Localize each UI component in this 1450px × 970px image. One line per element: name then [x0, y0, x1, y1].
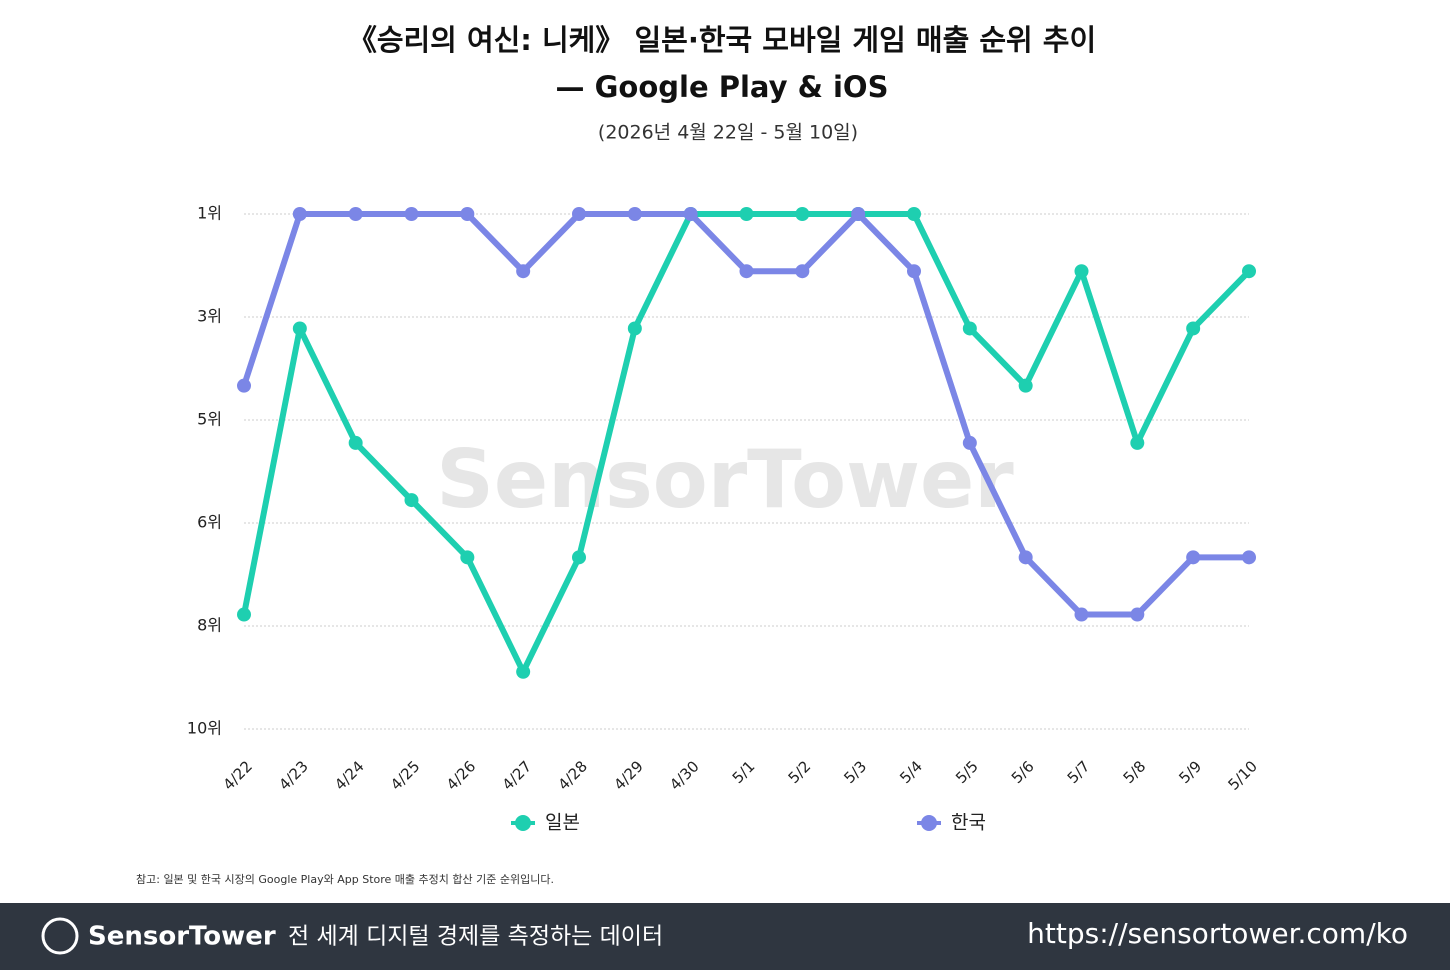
point [907, 207, 921, 221]
x-tick-label: 5/9 [1175, 757, 1205, 787]
point [1018, 378, 1033, 393]
chart-title: — Google Play & iOS [556, 70, 889, 104]
legend-label: 일본 [545, 812, 580, 834]
x-tick-label: 5/5 [952, 757, 982, 787]
point [962, 435, 977, 450]
point [627, 207, 642, 221]
point [683, 207, 698, 221]
y-tick-label: 6위 [197, 513, 222, 532]
point [348, 435, 363, 450]
point [795, 207, 810, 221]
point [572, 550, 586, 565]
x-tick-label: 4/26 [443, 757, 480, 794]
x-tick-label: 4/29 [610, 757, 647, 794]
point [795, 264, 810, 279]
footer-logo [41, 917, 79, 955]
point [516, 264, 531, 279]
note: 참고: 일본 및 한국 시장의 Google Play와 App Store 매… [136, 872, 554, 886]
y-tick-label: 3위 [197, 307, 222, 326]
legend-label: 한국 [951, 812, 986, 834]
x-tick-label: 5/1 [729, 757, 759, 787]
point [237, 607, 251, 622]
point [1074, 264, 1089, 279]
x-tick-label: 4/24 [331, 757, 368, 794]
point [460, 550, 475, 565]
point [572, 207, 586, 221]
y-tick-label: 1위 [197, 204, 222, 223]
x-tick-label: 5/3 [840, 757, 870, 787]
point [739, 207, 754, 221]
point [1242, 264, 1256, 279]
point [627, 321, 642, 336]
point [1130, 607, 1145, 622]
chart-title: 《승리의 여신: 니케》 일본·한국 모바일 게임 매출 순위 추이 [348, 23, 1096, 57]
point [962, 321, 977, 336]
point [1018, 550, 1033, 565]
point [907, 264, 921, 279]
watermark: SensorTower [436, 433, 1014, 526]
point [292, 207, 307, 221]
footer-bar [0, 903, 1450, 970]
y-tick-label: 5위 [197, 410, 222, 429]
point [1186, 550, 1201, 565]
point [516, 664, 531, 679]
x-tick-label: 4/22 [219, 757, 256, 794]
point [292, 321, 307, 336]
x-tick-label: 5/6 [1008, 757, 1038, 787]
x-tick-label: 5/10 [1224, 757, 1261, 794]
point [348, 207, 363, 221]
x-tick-label: 4/28 [554, 757, 591, 794]
x-tick-label: 4/23 [275, 757, 312, 794]
x-tick-label: 5/4 [896, 757, 926, 787]
x-tick-label: 4/27 [499, 757, 536, 794]
y-tick-label: 8위 [197, 616, 222, 635]
point [1242, 550, 1256, 565]
chart-subtitle: (2026년 4월 22일 - 5월 10일) [598, 122, 858, 144]
x-tick-label: 4/25 [387, 757, 424, 794]
footer-brand: SensorTower [88, 922, 276, 952]
footer-url[interactable]: https://sensortower.com/ko [1027, 917, 1408, 950]
footer-tagline: 전 세계 디지털 경제를 측정하는 데이터 [288, 924, 663, 950]
x-tick-label: 5/8 [1120, 757, 1150, 787]
point [460, 207, 475, 221]
point [237, 378, 251, 393]
point [404, 493, 419, 508]
x-tick-label: 5/7 [1064, 757, 1094, 787]
y-tick-label: 10위 [187, 719, 222, 738]
x-tick-label: 4/30 [666, 757, 703, 794]
point [1074, 607, 1089, 622]
point [404, 207, 419, 221]
point [1186, 321, 1201, 336]
x-tick-label: 5/2 [785, 757, 815, 787]
point [851, 207, 866, 221]
point [1130, 435, 1145, 450]
point [739, 264, 754, 279]
